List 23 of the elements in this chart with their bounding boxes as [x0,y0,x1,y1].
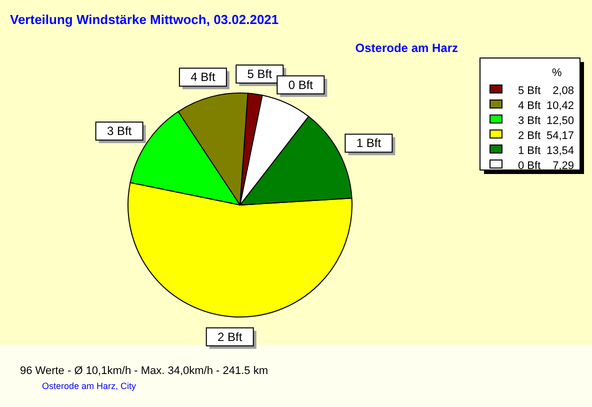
slice-label: 2 Bft [218,330,243,344]
slice-label: 5 Bft [247,67,273,82]
legend-label: 4 Bft [518,100,541,112]
data-label: 54,17 [546,130,574,142]
data-label: 13,54 [546,145,574,157]
legend-label: 1 Bft [518,145,541,157]
slice-label: 4 Bft [190,70,216,84]
chart-title: Verteilung Windstärke Mittwoch, 03.02.2021 [10,12,279,27]
text: 96 Werte - Ø 10,1km/h - Max. 34,0km/h - 241.5 km [20,365,268,377]
legend-label: 5 Bft [518,85,541,97]
legend-label: 3 Bft [518,115,541,127]
chart-subtitle: Osterode am Harz [355,41,458,55]
data-label: 10,42 [546,100,574,112]
legend-label: 0 Bft [518,160,541,172]
data-label: 2,08 [552,85,574,97]
legend-title: % [552,67,562,79]
data-label: 12,50 [546,115,574,127]
slice-label: 3 Bft [106,124,132,138]
data-label: 7,29 [552,160,574,172]
text: Osterode am Harz, City [42,381,137,391]
slice-label: 0 Bft [288,78,314,92]
slice-label: 1 Bft [356,136,382,150]
legend-label: 2 Bft [518,130,541,142]
